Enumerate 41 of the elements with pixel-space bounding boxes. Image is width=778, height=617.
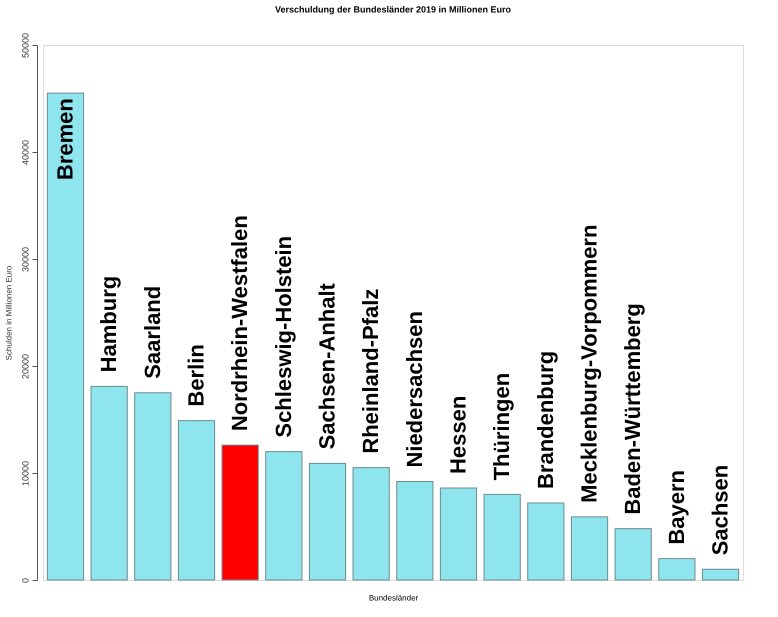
x-tick-label: Bremen [52,98,78,180]
x-tick-label: Hessen [446,396,470,474]
x-tick-label: Schleswig-Holstein [270,236,296,438]
x-tick-label: Brandenburg [532,350,558,489]
y-tick-label: 0 [20,578,30,584]
x-tick-label: Bayern [664,470,689,545]
bar [527,502,564,580]
x-tick-label: Saarland [140,286,165,379]
bar [265,451,302,580]
bar [308,462,346,580]
x-axis-title: Bundesländer [368,594,419,602]
bar [440,487,478,580]
x-tick-label: Hamburg [96,276,122,372]
chart-title: Verschuldung der Bundesländer 2019 in Millionen Euro [274,4,512,14]
x-tick-label: Thüringen [489,372,514,480]
x-tick-label: Berlin [183,344,208,407]
x-tick-label: Sachsen-Anhalt [314,282,340,450]
bar [396,481,434,580]
y-tick-label: 40000 [20,140,30,166]
bar [614,528,652,580]
x-tick-label: Nordrhein-Westfalen [227,215,252,432]
y-axis-title: Schulden in Millionen Euro [4,265,14,360]
bar [658,558,696,580]
bar [46,92,84,580]
bar [484,494,521,580]
bar [178,420,216,580]
y-tick-label: 20000 [20,354,30,380]
x-tick-label: Niedersachsen [402,311,427,468]
y-tick-label: 50000 [20,32,30,58]
x-tick-label: Mecklenburg-Vorpommern [576,224,602,503]
x-tick-label: Baden-Württemberg [620,303,646,515]
x-tick-label: Rheinland-Pfalz [358,288,384,454]
bar [702,568,740,580]
x-tick-label: Sachsen [708,464,733,556]
bar [90,386,128,580]
bar [570,516,608,580]
y-tick-label: 30000 [20,246,30,272]
y-tick-label: 10000 [20,460,30,486]
bar [222,444,259,580]
bar [352,467,390,580]
bar [134,392,172,580]
